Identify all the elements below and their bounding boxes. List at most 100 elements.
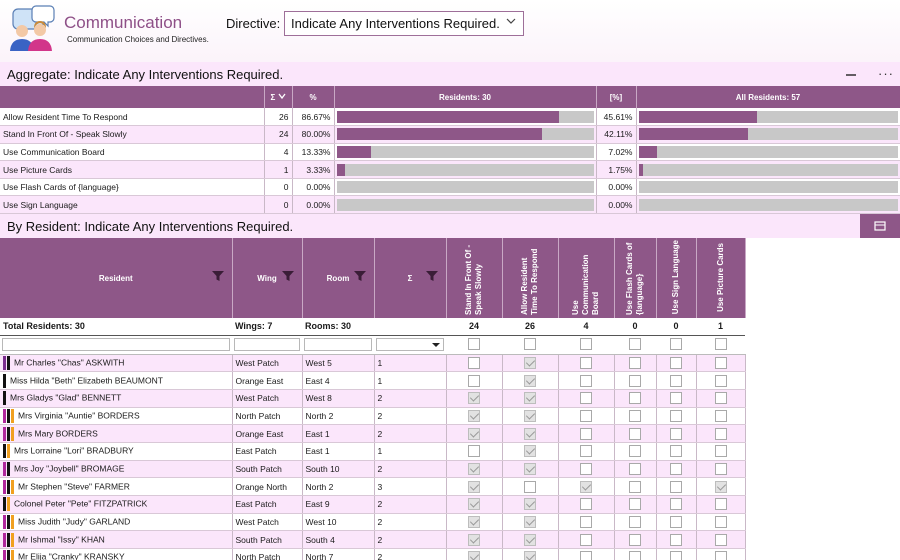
intervention-checkbox[interactable]: [629, 356, 641, 369]
intervention-checkbox[interactable]: [468, 374, 480, 387]
filter-checkbox[interactable]: [629, 338, 641, 351]
col-header-sign-language[interactable]: Use Sign Language: [656, 238, 697, 318]
intervention-checkbox[interactable]: [580, 551, 592, 560]
resident-name-cell[interactable]: Mr Charles "Chas" ASKWITH: [0, 354, 233, 373]
filter-icon[interactable]: [281, 270, 294, 282]
intervention-checkbox[interactable]: [670, 409, 682, 422]
resident-name-cell[interactable]: Miss Hilda "Beth" Elizabeth BEAUMONT: [0, 371, 233, 390]
table-row[interactable]: Mr Stephen "Steve" FARMER Orange North Nor…: [0, 477, 746, 496]
intervention-checkbox[interactable]: [629, 498, 641, 511]
intervention-checkbox[interactable]: [524, 356, 536, 369]
filter-checkbox[interactable]: [580, 338, 592, 351]
resident-name-cell[interactable]: Mrs Joy "Joybell" BROMAGE: [0, 460, 233, 479]
intervention-checkbox[interactable]: [468, 356, 480, 369]
filter-icon[interactable]: [425, 270, 438, 282]
intervention-checkbox[interactable]: [714, 533, 727, 546]
intervention-checkbox[interactable]: [670, 445, 682, 458]
aggregate-row[interactable]: Use Flash Cards of {language} 0 0.00% 0.00%: [0, 178, 900, 197]
table-row[interactable]: Mrs Virginia "Auntie" BORDERS North Patch…: [0, 407, 746, 426]
filter-icon[interactable]: [211, 270, 224, 282]
intervention-checkbox[interactable]: [629, 427, 641, 440]
intervention-checkbox[interactable]: [468, 480, 480, 493]
intervention-checkbox[interactable]: [524, 374, 536, 387]
intervention-checkbox[interactable]: [468, 498, 480, 511]
col-header-flash-cards[interactable]: Use Flash Cards of {language}: [614, 238, 657, 318]
intervention-checkbox[interactable]: [670, 374, 682, 387]
resident-name-cell[interactable]: Mr Elija "Cranky" KRANSKY: [0, 548, 233, 560]
intervention-checkbox[interactable]: [670, 356, 682, 369]
intervention-checkbox[interactable]: [468, 392, 480, 405]
col-header-allow-time[interactable]: Allow Resident Time To Respond: [502, 238, 559, 318]
intervention-checkbox[interactable]: [580, 533, 592, 546]
intervention-checkbox[interactable]: [714, 427, 727, 440]
filter-checkbox[interactable]: [670, 338, 682, 351]
directive-select[interactable]: Indicate Any Interventions Required.: [284, 11, 524, 36]
intervention-checkbox[interactable]: [524, 409, 536, 422]
table-row[interactable]: Mrs Joy "Joybell" BROMAGE South Patch Sout…: [0, 460, 746, 479]
aggregate-row[interactable]: Use Picture Cards 1 3.33% 1.75%: [0, 160, 900, 179]
intervention-checkbox[interactable]: [670, 392, 682, 405]
resident-name-cell[interactable]: Mr Ishmal "Issy" KHAN: [0, 530, 233, 550]
col-header-stand-in-front[interactable]: Stand In Front Of - Speak Slowly: [446, 238, 503, 318]
intervention-checkbox[interactable]: [629, 480, 641, 493]
minimize-icon[interactable]: [844, 65, 858, 81]
room-filter-input[interactable]: [304, 338, 372, 351]
intervention-checkbox[interactable]: [714, 551, 727, 560]
intervention-checkbox[interactable]: [670, 480, 682, 493]
intervention-checkbox[interactable]: [524, 462, 536, 475]
intervention-checkbox[interactable]: [714, 392, 727, 405]
intervention-checkbox[interactable]: [714, 445, 727, 458]
resident-name-cell[interactable]: Miss Judith "Judy" GARLAND: [0, 513, 233, 532]
intervention-checkbox[interactable]: [714, 462, 727, 475]
col-header-resident[interactable]: Resident: [0, 238, 233, 318]
resident-name-cell[interactable]: Mr Stephen "Steve" FARMER: [0, 477, 233, 496]
intervention-checkbox[interactable]: [629, 462, 641, 475]
table-row[interactable]: Mrs Lorraine "Lori" BRADBURY East Patch Ea…: [0, 442, 746, 461]
resident-name-cell[interactable]: Mrs Mary BORDERS: [0, 424, 233, 443]
intervention-checkbox[interactable]: [670, 516, 682, 529]
intervention-checkbox[interactable]: [670, 462, 682, 475]
intervention-checkbox[interactable]: [629, 516, 641, 529]
resident-name-cell[interactable]: Colonel Peter "Pete" FITZPATRICK: [0, 495, 233, 514]
intervention-checkbox[interactable]: [524, 551, 536, 560]
intervention-checkbox[interactable]: [580, 462, 592, 475]
intervention-checkbox[interactable]: [580, 409, 592, 422]
intervention-checkbox[interactable]: [714, 409, 727, 422]
intervention-checkbox[interactable]: [524, 498, 536, 511]
more-options-icon[interactable]: ···: [878, 66, 894, 81]
resident-name-cell[interactable]: Mrs Lorraine "Lori" BRADBURY: [0, 442, 233, 461]
intervention-checkbox[interactable]: [714, 516, 727, 529]
intervention-checkbox[interactable]: [714, 356, 727, 369]
intervention-checkbox[interactable]: [468, 462, 480, 475]
intervention-checkbox[interactable]: [629, 374, 641, 387]
intervention-checkbox[interactable]: [580, 427, 592, 440]
filter-checkbox[interactable]: [714, 338, 727, 351]
intervention-checkbox[interactable]: [468, 551, 480, 560]
table-row[interactable]: Mrs Gladys "Glad" BENNETT West Patch West …: [0, 389, 746, 408]
intervention-checkbox[interactable]: [714, 480, 727, 493]
intervention-checkbox[interactable]: [468, 445, 480, 458]
intervention-checkbox[interactable]: [580, 516, 592, 529]
table-row[interactable]: Mr Charles "Chas" ASKWITH West Patch West …: [0, 354, 746, 373]
aggregate-header-sigma[interactable]: Σ: [264, 86, 293, 108]
intervention-checkbox[interactable]: [629, 445, 641, 458]
table-view-button[interactable]: [860, 214, 900, 238]
intervention-checkbox[interactable]: [524, 480, 536, 493]
intervention-checkbox[interactable]: [524, 427, 536, 440]
wing-filter-input[interactable]: [234, 338, 300, 351]
intervention-checkbox[interactable]: [580, 498, 592, 511]
intervention-checkbox[interactable]: [580, 356, 592, 369]
intervention-checkbox[interactable]: [580, 445, 592, 458]
intervention-checkbox[interactable]: [580, 480, 592, 493]
table-row[interactable]: Miss Hilda "Beth" Elizabeth BEAUMONT Oran…: [0, 371, 746, 390]
col-header-room[interactable]: Room: [302, 238, 375, 318]
intervention-checkbox[interactable]: [714, 374, 727, 387]
resident-name-cell[interactable]: Mrs Gladys "Glad" BENNETT: [0, 389, 233, 408]
intervention-checkbox[interactable]: [629, 409, 641, 422]
intervention-checkbox[interactable]: [580, 392, 592, 405]
intervention-checkbox[interactable]: [524, 392, 536, 405]
col-header-sigma[interactable]: Σ: [374, 238, 447, 318]
intervention-checkbox[interactable]: [670, 533, 682, 546]
